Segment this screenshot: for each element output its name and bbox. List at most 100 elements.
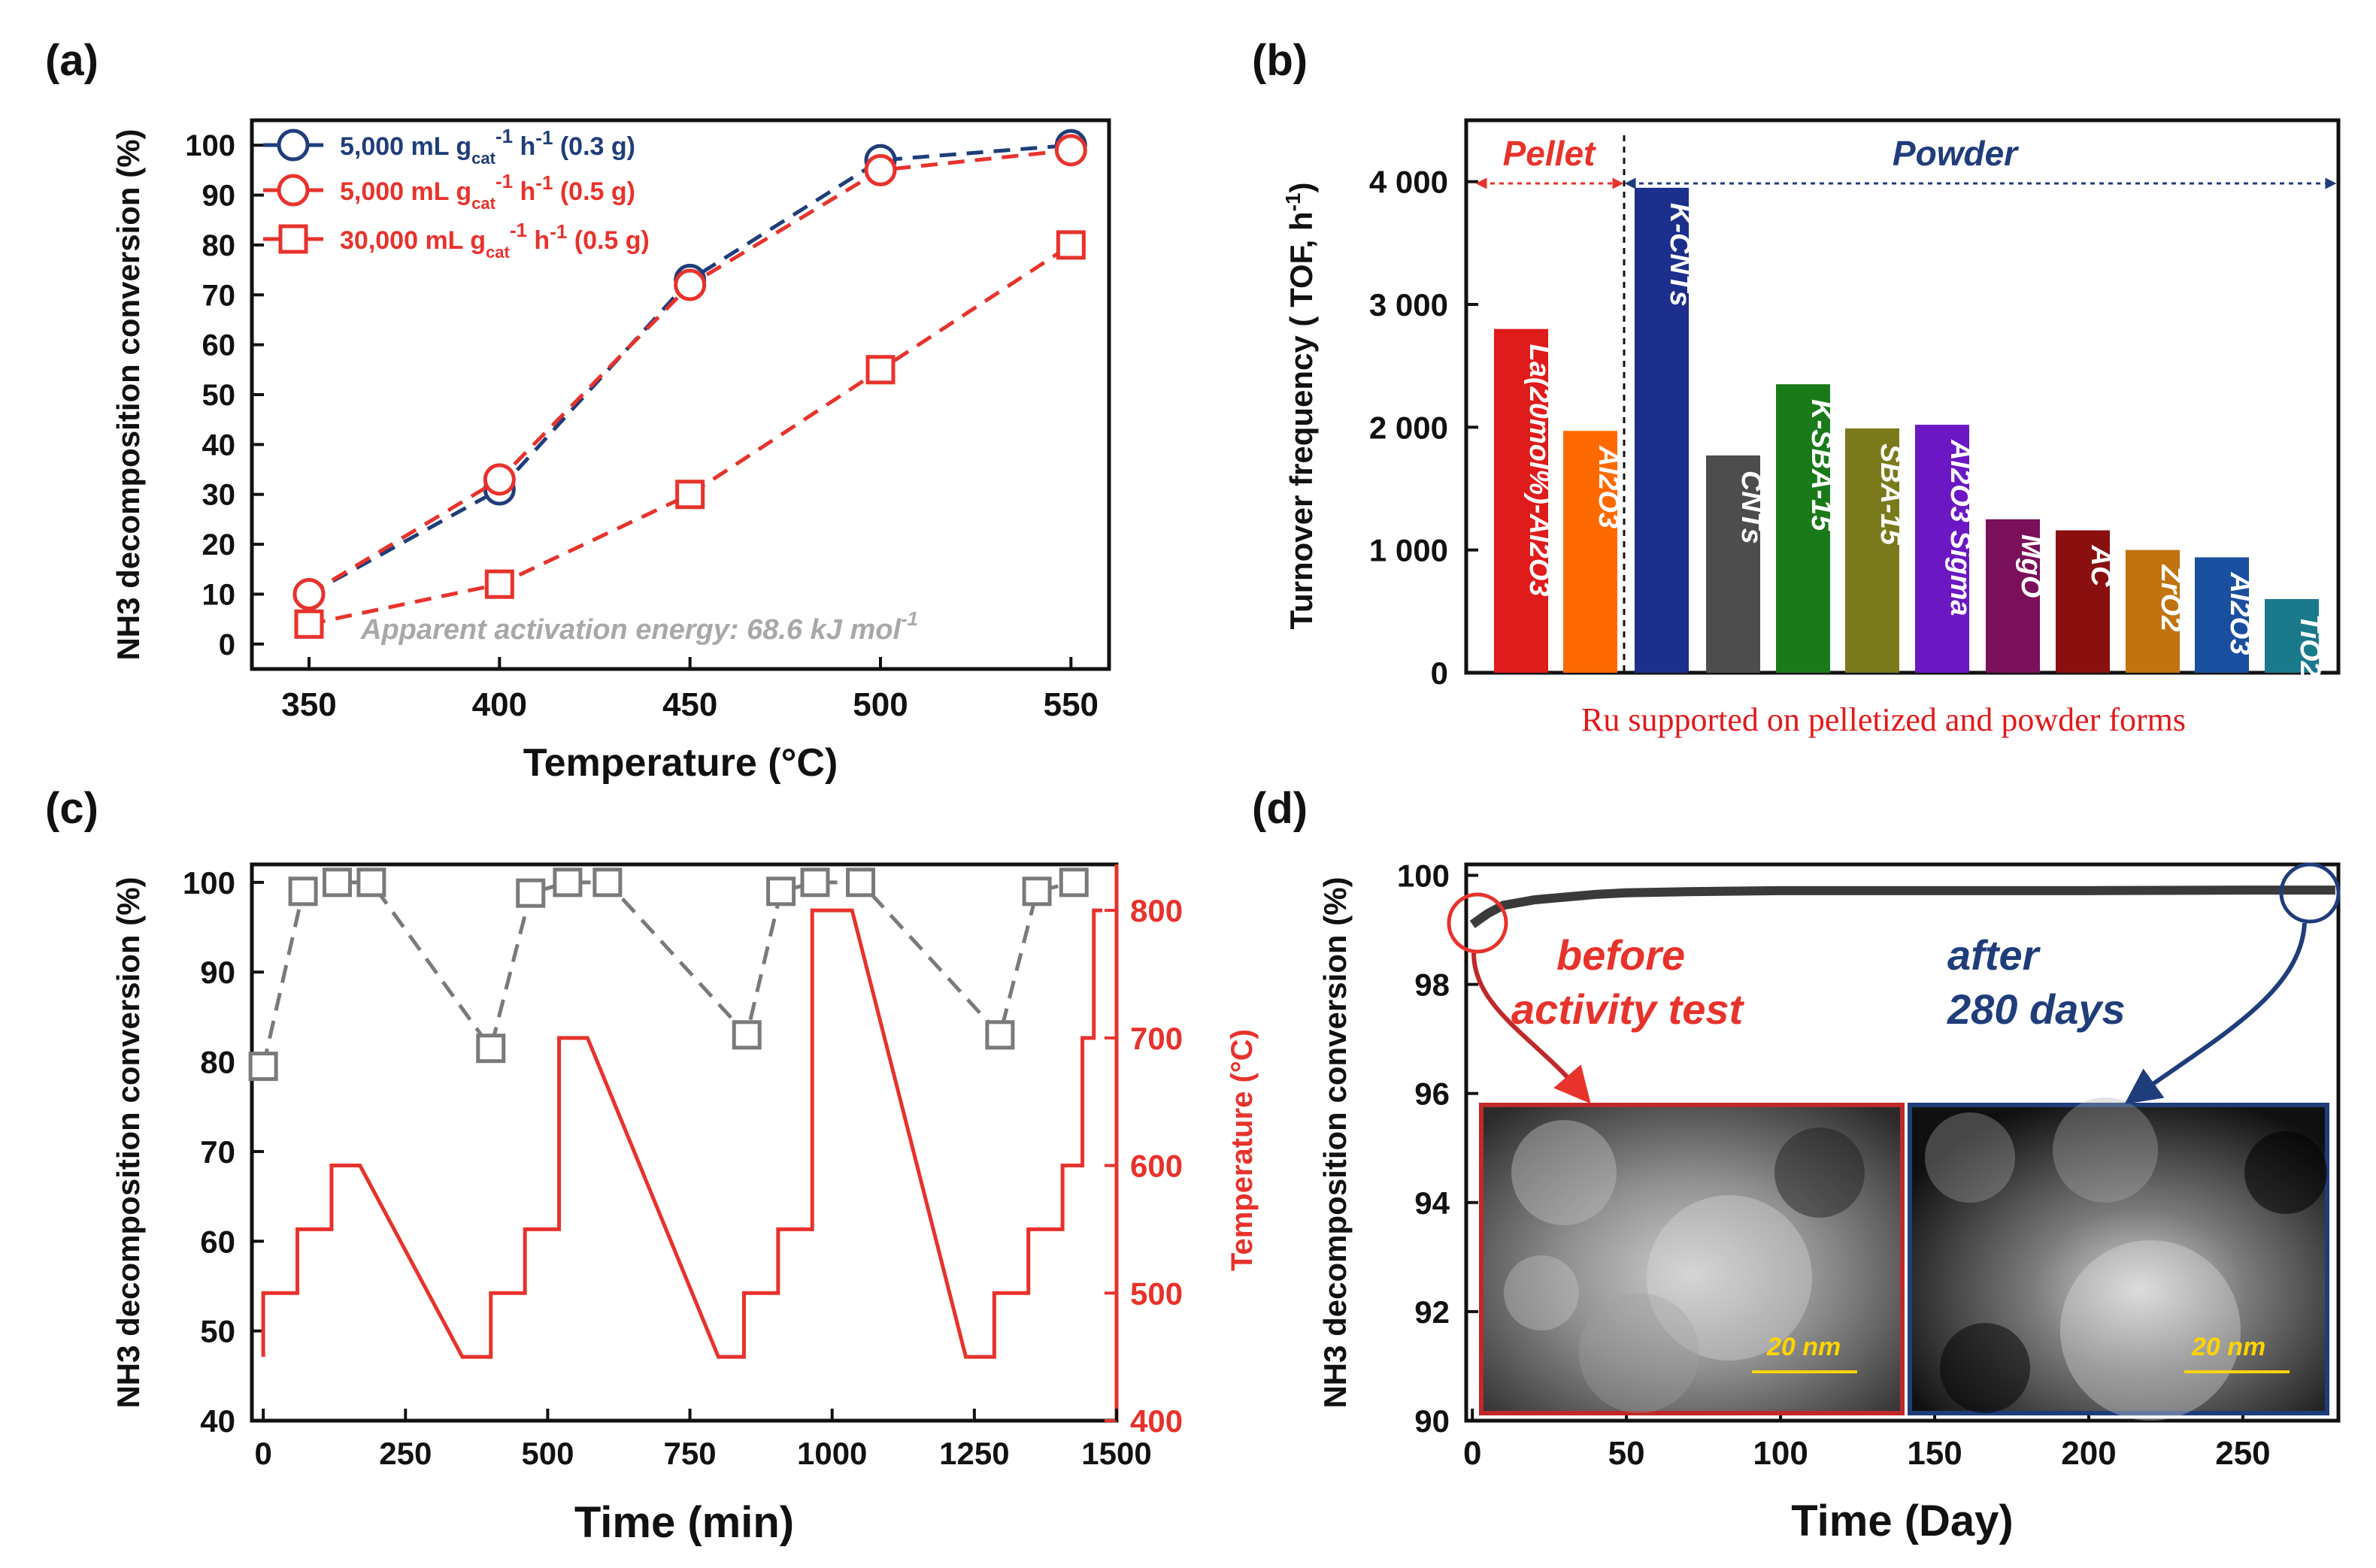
chart-b-bar	[1776, 384, 1830, 673]
chart-c-point-2	[322, 867, 352, 898]
chart-b-y-tick-label: 4 000	[1369, 165, 1448, 200]
chart-b-y-tick-label: 1 000	[1369, 533, 1448, 568]
chart-a-x-tick-label: 500	[853, 686, 908, 723]
chart-c-y2-tick-label: 600	[1130, 1149, 1183, 1184]
chart-a-annotation: Apparent activation energy: 68.6 kJ mol-…	[360, 607, 918, 646]
chart-c-x-tick-label: 1500	[1081, 1436, 1151, 1471]
chart-c-point-1	[288, 876, 318, 907]
chart-a-legend-label-0: 5,000 mL gcat-1 h-1 (0.3 g)	[340, 125, 635, 168]
chart-a-y-tick-label: 50	[202, 379, 236, 412]
chart-c-x-tick-label: 0	[254, 1436, 271, 1471]
chart-a-point-2-0	[294, 609, 324, 639]
chart-c-y-tick-label: 80	[200, 1045, 235, 1080]
chart-d-x-label: Time (Day)	[1791, 1497, 2013, 1545]
chart-a-y-tick-label: 0	[219, 628, 235, 661]
chart-d-x-tick-label: 0	[1463, 1435, 1481, 1472]
chart-b-y-tick-label: 3 000	[1369, 287, 1448, 322]
chart-a-x-axis: 350 400 450 500 550	[281, 657, 1099, 723]
panel-label-d: (d)	[1252, 784, 1308, 833]
chart-b-bar-label: La(20mol%)-Al2O3	[1523, 344, 1555, 597]
chart-b-bar	[2056, 530, 2110, 673]
chart-b-bar	[1635, 187, 1689, 674]
chart-b-bar-label: Al2O3 Sigma	[1944, 439, 1976, 616]
chart-c-point-0	[248, 1052, 278, 1082]
chart-d-x-tick-label: 150	[1907, 1435, 1962, 1472]
chart-c-x-tick-label: 250	[379, 1436, 432, 1471]
chart-c-y-tick-label: 90	[200, 955, 235, 990]
arrow-before	[1471, 952, 1591, 1104]
chart-d-y-label: NH3 decomposition conversion (%)	[1317, 876, 1353, 1408]
chart-b-y-axis: 0 1 000 2 000 3 000 4 000	[1369, 165, 1478, 691]
chart-c-point-6	[553, 867, 583, 898]
chart-a-y-tick-label: 40	[202, 428, 236, 462]
chart-c-y2-tick-label: 800	[1130, 893, 1183, 928]
scale-bar-after-label: 20 nm	[2191, 1333, 2265, 1361]
chart-a-x-tick-label: 550	[1044, 686, 1099, 723]
chart-b-bar-label: Al2O3	[1593, 445, 1624, 528]
chart-d-series	[1469, 885, 2335, 928]
chart-b-x-label: Ru supported on pelletized and powder fo…	[1581, 701, 2186, 738]
chart-b-frame	[1464, 118, 2341, 675]
chart-c-point-7	[592, 867, 623, 898]
annotation-after-line2: 280 days	[1947, 985, 2126, 1033]
chart-a-legend-marker-2	[278, 224, 308, 254]
chart-c-y2-tick-label: 500	[1130, 1276, 1183, 1311]
arrow-after	[2124, 922, 2307, 1104]
chart-d-y-tick-label: 100	[1397, 858, 1450, 894]
chart-a-legend-label-1: 5,000 mL gcat-1 h-1 (0.5 g)	[340, 170, 635, 213]
chart-b-group-pellet: Pellet	[1503, 134, 1596, 173]
chart-d-x-tick-label: 50	[1608, 1435, 1645, 1472]
chart-c-y2-tick-label: 700	[1130, 1021, 1183, 1056]
chart-a-legend-marker-1	[277, 174, 310, 207]
chart-a-y-axis: 0 10 20 30 40 50 60 70 80 90 100	[185, 129, 264, 661]
chart-d-conversion-line	[1469, 885, 2335, 928]
chart-b-bar-label: SBA-15	[1874, 443, 1906, 546]
chart-c-point-4	[476, 1034, 506, 1064]
chart-c-series	[248, 867, 1103, 1359]
chart-d-y-tick-label: 96	[1414, 1076, 1450, 1112]
chart-a-x-tick-label: 450	[662, 686, 717, 723]
chart-a-series-line-0	[308, 143, 1071, 596]
chart-b-bar	[1494, 328, 1548, 673]
panel-label-c: (c)	[45, 784, 98, 833]
chart-a-point-2-1	[484, 569, 514, 599]
chart-a: 0 10 20 30 40 50 60 70 80 90 100 350 400 450 500 550 5…	[111, 118, 1111, 785]
chart-a-point-2-3	[865, 355, 896, 385]
chart-b-y-tick-label: 0	[1431, 655, 1448, 691]
scale-bar-before-label: 20 nm	[1766, 1333, 1841, 1361]
chart-b-bar	[2265, 599, 2319, 673]
highlight-circle-before	[1447, 892, 1508, 954]
chart-b-bar	[1706, 455, 1760, 673]
chart-c-frame	[250, 862, 1119, 1423]
chart-c-point-9	[766, 876, 796, 907]
chart-b-bar	[2195, 557, 2249, 673]
annotation-before-line2: activity test	[1511, 985, 1744, 1033]
chart-c: 40 50 60 70 80 90 100 400 500 600 700 800 0 250 500 7…	[111, 862, 1259, 1547]
chart-c-x-axis: 0 250 500 750 1000 1250 1500	[254, 1409, 1152, 1471]
chart-a-x-label: Temperature (°C)	[523, 741, 838, 785]
chart-a-point-1-3	[864, 153, 897, 186]
chart-c-point-10	[800, 867, 830, 898]
panel-label-b: (b)	[1252, 36, 1308, 85]
chart-a-y-tick-label: 70	[202, 279, 236, 312]
chart-a-x-tick-label: 350	[281, 686, 336, 723]
chart-d-x-tick-label: 250	[2215, 1435, 2270, 1472]
chart-a-y-tick-label: 10	[202, 578, 236, 611]
chart-c-y2-tick-label: 400	[1130, 1403, 1183, 1439]
chart-a-legend-marker-0	[277, 129, 310, 162]
chart-b: 0 1 000 2 000 3 000 4 000 La(20mol%)-Al2O3 Al…	[1281, 118, 2341, 738]
chart-b-bar-label: Al2O3	[2224, 571, 2256, 655]
chart-c-conversion-line	[261, 880, 1074, 1067]
chart-d-x-tick-label: 100	[1753, 1435, 1808, 1472]
chart-c-point-5	[516, 878, 546, 908]
chart-a-point-1-2	[674, 268, 707, 301]
chart-a-point-2-4	[1056, 230, 1086, 260]
chart-a-y-tick-label: 60	[202, 329, 236, 362]
chart-d-y-tick-label: 90	[1414, 1403, 1450, 1439]
chart-c-y-label: NH3 decomposition conversion (%)	[111, 876, 146, 1408]
chart-b-bar	[1986, 519, 2040, 673]
chart-a-series-line-1	[308, 148, 1071, 596]
chart-b-bar-label: AC	[2085, 545, 2117, 587]
chart-c-point-13	[1022, 876, 1052, 907]
